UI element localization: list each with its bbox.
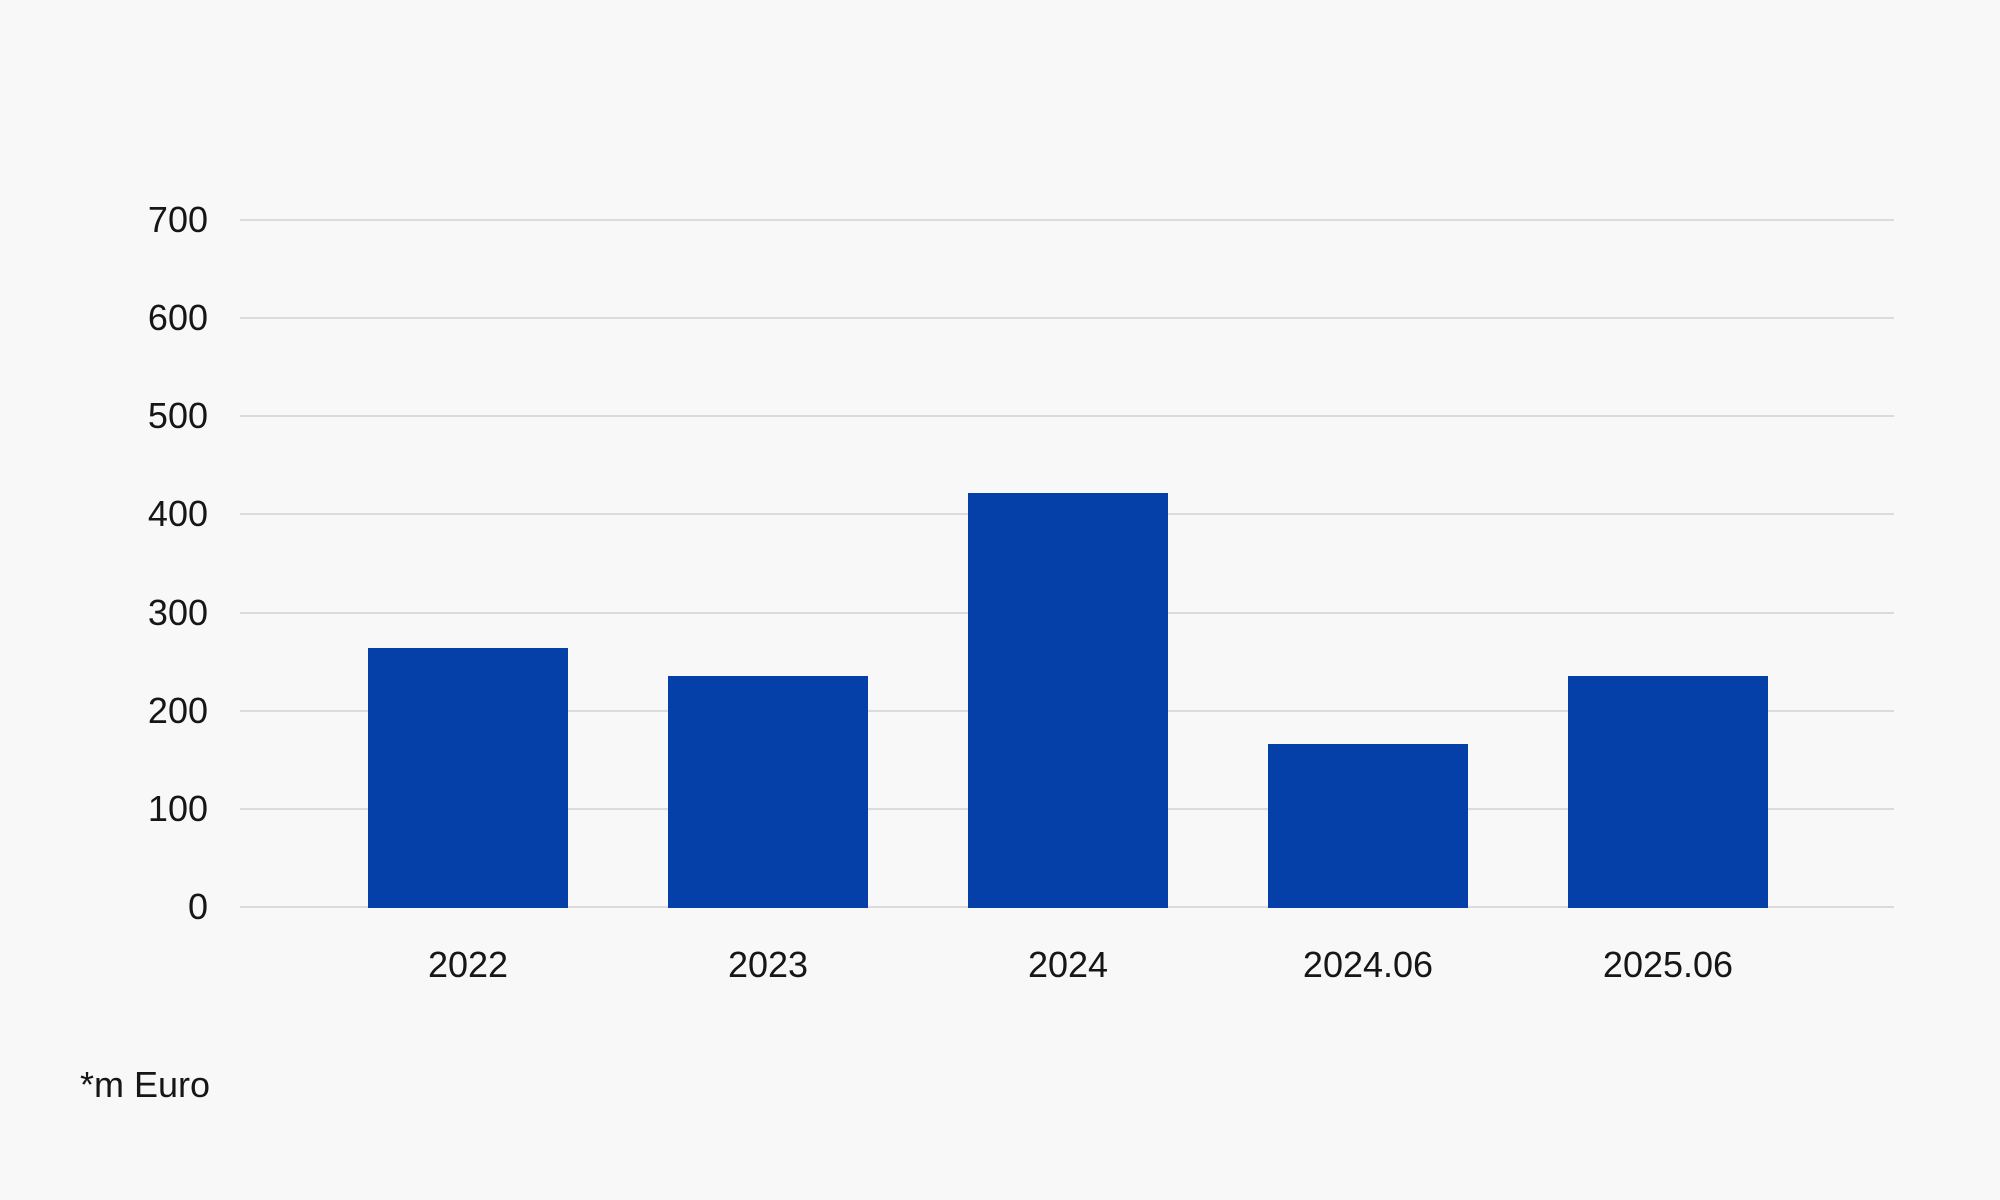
y-axis-tick-label-300: 300 [147,591,208,633]
gridline-600 [240,317,1894,320]
bar-2022 [368,648,568,908]
gridline-700 [240,219,1894,221]
x-axis-category-label-2024: 2024 [1027,944,1109,985]
y-axis-tick-label-200: 200 [147,689,208,731]
y-axis-tick-label-100: 100 [147,787,208,829]
y-axis-tick-label-500: 500 [147,395,208,437]
plot-area [240,219,1894,908]
bar-2024 [968,493,1168,908]
y-axis-tick-label-0: 0 [187,886,208,927]
x-axis-category-label-2022: 2022 [427,944,509,985]
x-axis-category-label-2025.06: 2025.06 [1602,944,1734,985]
y-axis-tick-label-600: 600 [147,297,208,339]
y-axis-tick-label-400: 400 [147,493,208,535]
bar-2024.06 [1268,744,1468,908]
bar-2023 [668,676,868,908]
x-axis-category-label-2024.06: 2024.06 [1302,944,1434,985]
gridline-500 [240,415,1894,418]
unit-footnote: *m Euro [80,1064,211,1105]
bar-2025.06 [1568,676,1768,908]
x-axis-category-label-2023: 2023 [727,944,809,985]
y-axis-tick-label-700: 700 [147,199,208,240]
